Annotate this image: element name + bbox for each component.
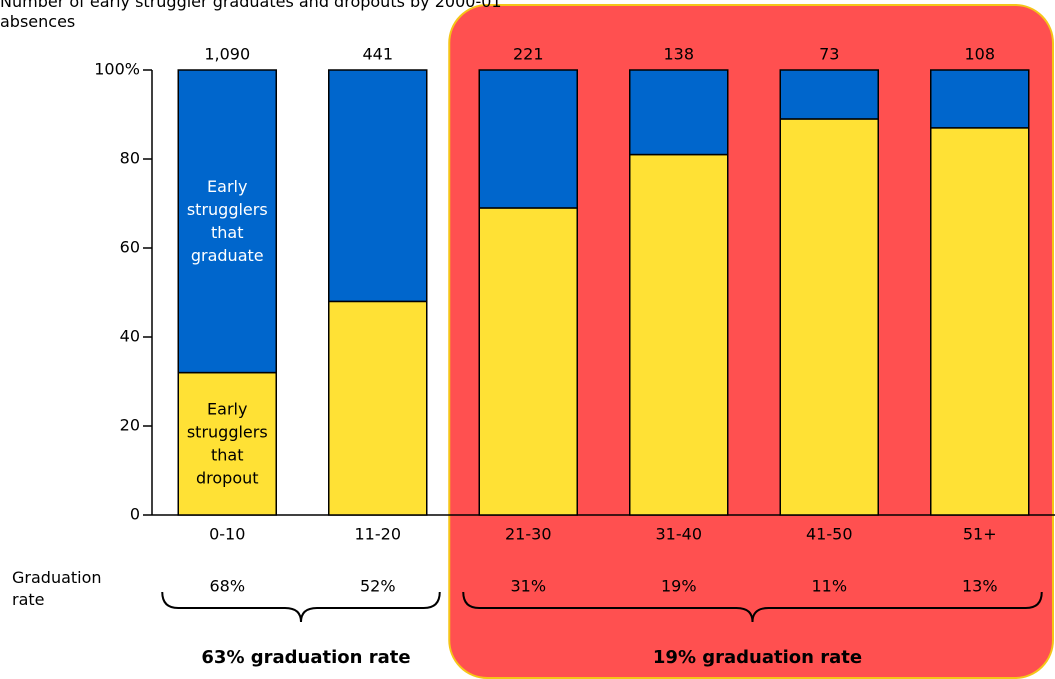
x-tick-label: 11-20 xyxy=(355,525,402,544)
highlight-box xyxy=(448,4,1054,679)
rate-label: 13% xyxy=(962,577,998,596)
total-label: 138 xyxy=(663,45,694,64)
series-label: Early strugglers that dropout xyxy=(187,399,268,487)
rate-row-label: Graduation rate xyxy=(12,568,102,609)
rate-label: 52% xyxy=(360,577,396,596)
x-tick-label: 41-50 xyxy=(806,525,853,544)
bar-segment xyxy=(177,69,277,374)
x-tick-label: 51+ xyxy=(963,525,997,544)
rate-label: 19% xyxy=(661,577,697,596)
total-label: 73 xyxy=(819,45,839,64)
bar-segment xyxy=(930,127,1030,516)
bar-segment xyxy=(478,69,578,209)
rate-label: 11% xyxy=(811,577,847,596)
total-label: 441 xyxy=(362,45,393,64)
group-label: 63% graduation rate xyxy=(201,647,410,668)
chart-title: Number of early struggler graduates and … xyxy=(0,0,502,31)
bar-segment xyxy=(478,207,578,516)
y-tick-label: 0 xyxy=(130,505,140,524)
series-label: Early strugglers that graduate xyxy=(187,176,268,264)
y-tick-label: 20 xyxy=(120,416,140,435)
rate-label: 68% xyxy=(209,577,245,596)
group-brace xyxy=(161,591,441,623)
bar-segment xyxy=(779,69,879,120)
bar-segment xyxy=(328,300,428,516)
rate-label: 31% xyxy=(510,577,546,596)
x-tick-label: 21-30 xyxy=(505,525,552,544)
bar-segment xyxy=(779,118,879,516)
bar-segment xyxy=(177,371,277,516)
y-tick-label: 100% xyxy=(94,60,140,79)
y-tick-label: 80 xyxy=(120,149,140,168)
total-label: 1,090 xyxy=(204,45,250,64)
bar-segment xyxy=(930,69,1030,129)
bar-segment xyxy=(629,69,729,156)
total-label: 108 xyxy=(964,45,995,64)
bar-segment xyxy=(629,153,729,516)
group-brace xyxy=(462,591,1043,623)
x-tick-label: 31-40 xyxy=(656,525,703,544)
bar-segment xyxy=(328,69,428,303)
x-tick-label: 0-10 xyxy=(209,525,245,544)
total-label: 221 xyxy=(513,45,544,64)
y-tick-label: 60 xyxy=(120,238,140,257)
y-tick-label: 40 xyxy=(120,327,140,346)
group-label: 19% graduation rate xyxy=(653,647,862,668)
